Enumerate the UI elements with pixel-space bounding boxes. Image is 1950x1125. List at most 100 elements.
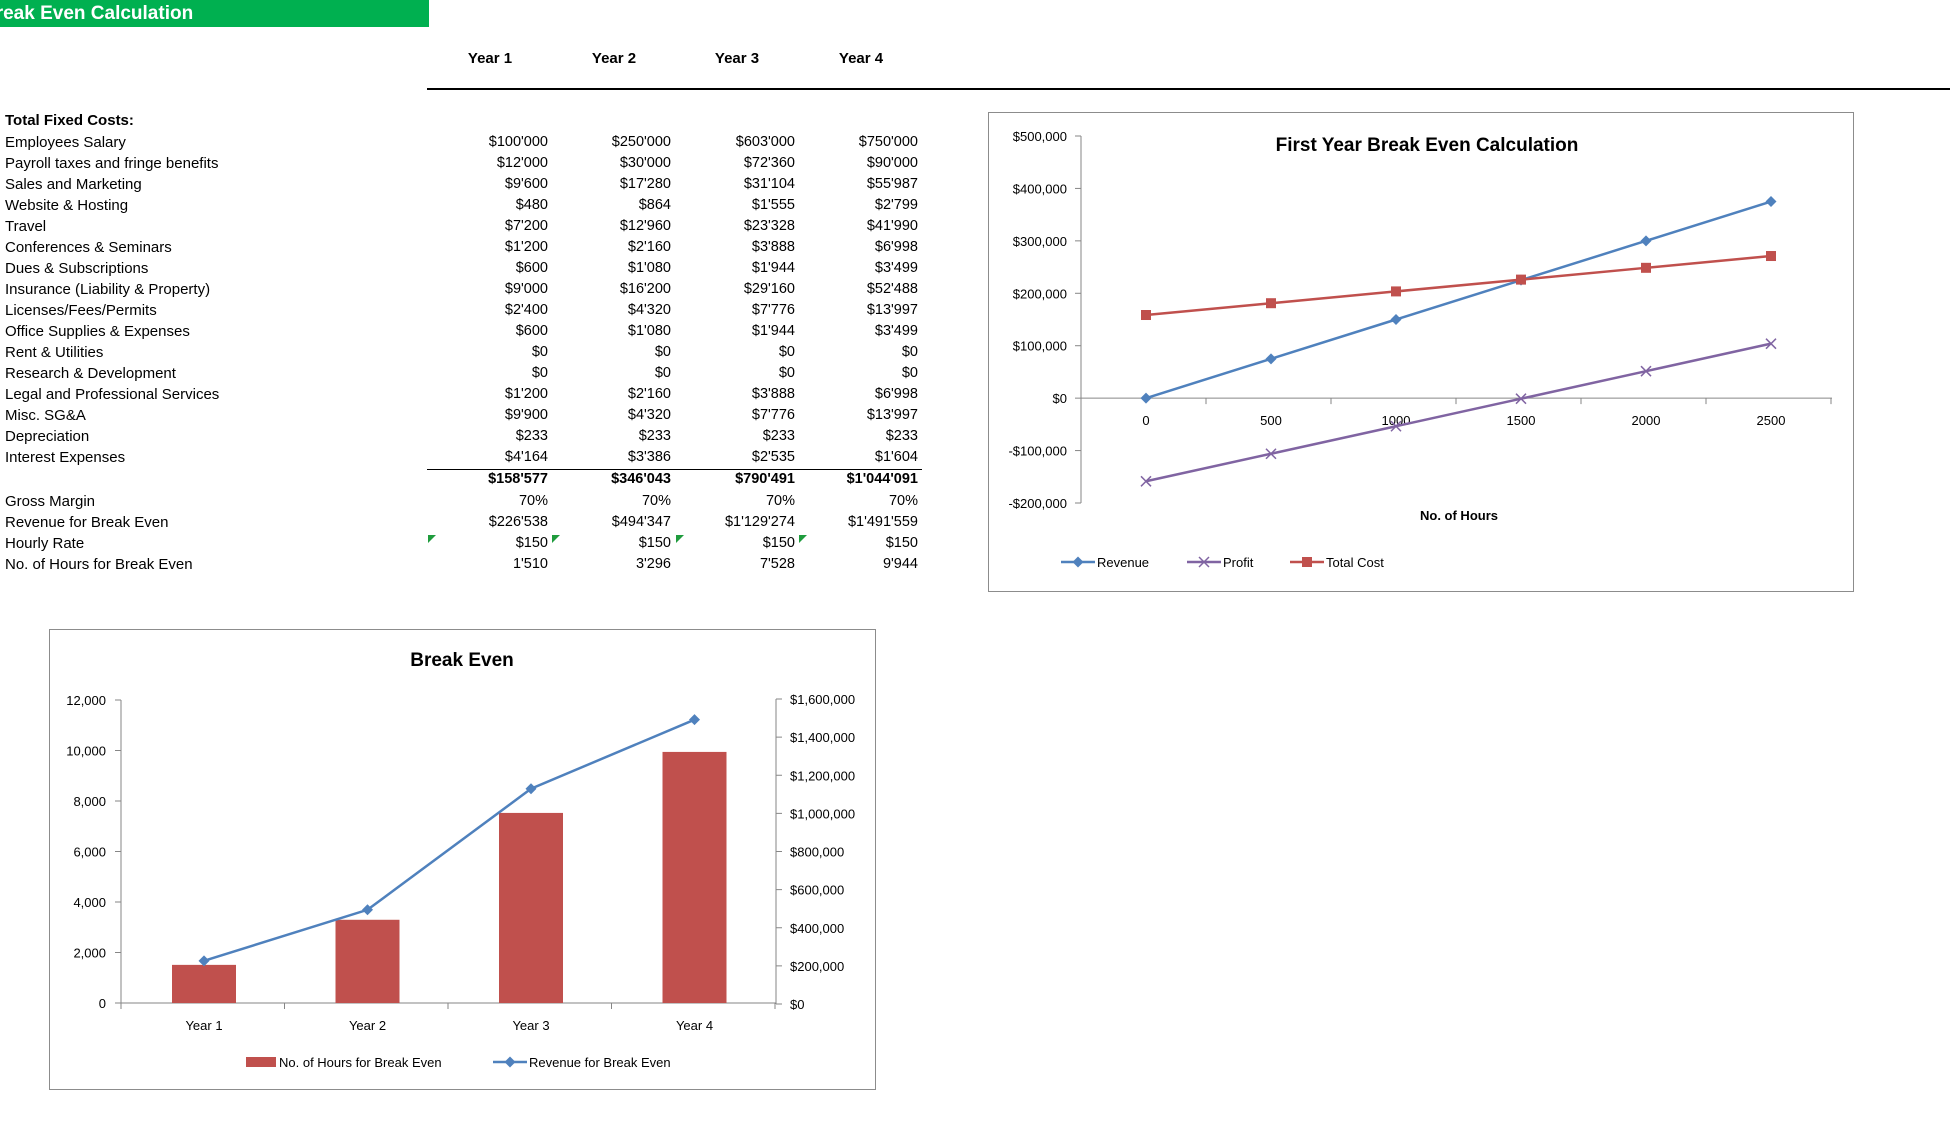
cell-value[interactable]: $41'990 — [866, 218, 918, 234]
cell-value[interactable]: 1'510 — [512, 556, 548, 572]
cell-value[interactable]: $17'280 — [619, 176, 671, 192]
cell-value[interactable]: $1'129'274 — [724, 514, 795, 530]
cell-value[interactable]: $4'164 — [504, 449, 548, 465]
cell-value[interactable]: $6'998 — [874, 239, 918, 255]
y2-tick-label: $0 — [790, 997, 804, 1012]
x-tick-label: Year 3 — [512, 1018, 549, 1033]
cell-value[interactable]: $3'499 — [874, 323, 918, 339]
row-label: Dues & Subscriptions — [5, 260, 149, 277]
cell-value[interactable]: $16'200 — [619, 281, 671, 297]
cell-value[interactable]: $1'604 — [874, 449, 918, 465]
first-year-chart[interactable]: First Year Break Even Calculation $500,00… — [988, 112, 1854, 592]
cell-value[interactable]: $250'000 — [611, 134, 671, 150]
cell-value[interactable]: $600 — [515, 323, 548, 339]
cell-value[interactable]: $4'320 — [627, 302, 671, 318]
year-header-2: Year 2 — [591, 50, 637, 67]
cell-value[interactable]: $7'200 — [504, 218, 548, 234]
break-even-chart[interactable]: Break Even 12,000 10,000 8,000 6,000 4,000 2,0… — [49, 629, 876, 1090]
cell-value[interactable]: $1'944 — [751, 323, 795, 339]
cell-value[interactable]: 70% — [518, 493, 548, 509]
y-tick-label: $400,000 — [1013, 181, 1067, 196]
cell-value[interactable]: $0 — [531, 344, 548, 360]
cell-value[interactable]: $226'538 — [488, 514, 548, 530]
cell-value[interactable]: $864 — [638, 197, 671, 213]
cell-value[interactable]: $12'960 — [619, 218, 671, 234]
cell-value[interactable]: $6'998 — [874, 386, 918, 402]
cell-value[interactable]: $3'888 — [751, 386, 795, 402]
cell-value[interactable]: $603'000 — [735, 134, 795, 150]
cell-value[interactable]: 7'528 — [759, 556, 795, 572]
cell-value[interactable]: 70% — [641, 493, 671, 509]
cell-value[interactable]: $1'044'091 — [846, 471, 918, 487]
cell-value[interactable]: $23'328 — [743, 218, 795, 234]
y2-tick-label: $1,200,000 — [790, 768, 855, 783]
cell-value[interactable]: $2'799 — [874, 197, 918, 213]
cell-value[interactable]: $52'488 — [866, 281, 918, 297]
year-header-4: Year 4 — [838, 50, 884, 67]
cell-value[interactable]: $150 — [762, 535, 795, 551]
cell-value[interactable]: $13'997 — [866, 407, 918, 423]
cell-value[interactable]: $72'360 — [743, 155, 795, 171]
cell-value[interactable]: $0 — [901, 344, 918, 360]
cell-value[interactable]: $150 — [885, 535, 918, 551]
cell-value[interactable]: $0 — [654, 365, 671, 381]
cell-value[interactable]: $0 — [778, 365, 795, 381]
cell-value[interactable]: 70% — [765, 493, 795, 509]
cell-value[interactable]: 9'944 — [882, 556, 918, 572]
cell-value[interactable]: $1'200 — [504, 386, 548, 402]
data-point — [689, 714, 700, 726]
row-label: Payroll taxes and fringe benefits — [5, 155, 219, 172]
cell-value[interactable]: $0 — [654, 344, 671, 360]
cell-value[interactable]: $1'555 — [751, 197, 795, 213]
cell-value[interactable]: $1'080 — [627, 323, 671, 339]
cell-value[interactable]: $150 — [638, 535, 671, 551]
cell-value[interactable]: $7'776 — [751, 407, 795, 423]
cell-value[interactable]: $346'043 — [611, 471, 671, 487]
cell-value[interactable]: $790'491 — [735, 471, 795, 487]
cell-value[interactable]: $29'160 — [743, 281, 795, 297]
data-point — [1516, 274, 1526, 285]
cell-value[interactable]: $233 — [638, 428, 671, 444]
cell-value[interactable]: $31'104 — [743, 176, 795, 192]
cell-value[interactable]: $600 — [515, 260, 548, 276]
cell-value[interactable]: $150 — [515, 535, 548, 551]
cell-value[interactable]: $9'000 — [504, 281, 548, 297]
cell-value[interactable]: $55'987 — [866, 176, 918, 192]
cell-value[interactable]: $2'160 — [627, 386, 671, 402]
cell-value[interactable]: $158'577 — [488, 471, 548, 487]
cell-value[interactable]: $494'347 — [611, 514, 671, 530]
cell-value[interactable]: $233 — [762, 428, 795, 444]
cell-value[interactable]: $1'944 — [751, 260, 795, 276]
cell-value[interactable]: $0 — [778, 344, 795, 360]
cell-value[interactable]: $12'000 — [496, 155, 548, 171]
row-label: Office Supplies & Expenses — [5, 323, 190, 340]
cell-value[interactable]: $233 — [515, 428, 548, 444]
cell-value[interactable]: $480 — [515, 197, 548, 213]
cell-value[interactable]: $13'997 — [866, 302, 918, 318]
cell-value[interactable]: $3'499 — [874, 260, 918, 276]
cell-value[interactable]: $750'000 — [858, 134, 918, 150]
cell-value[interactable]: 70% — [888, 493, 918, 509]
cell-value[interactable]: $0 — [901, 365, 918, 381]
cell-value[interactable]: $7'776 — [751, 302, 795, 318]
series-line-total-cost — [1145, 254, 1772, 317]
cell-value[interactable]: $1'491'559 — [847, 514, 918, 530]
cell-value[interactable]: 3'296 — [635, 556, 671, 572]
cell-value[interactable]: $233 — [885, 428, 918, 444]
cell-value[interactable]: $3'888 — [751, 239, 795, 255]
cell-value[interactable]: $1'200 — [504, 239, 548, 255]
cell-value[interactable]: $1'080 — [627, 260, 671, 276]
cell-value[interactable]: $9'600 — [504, 176, 548, 192]
cell-value[interactable]: $30'000 — [619, 155, 671, 171]
cell-value[interactable]: $2'160 — [627, 239, 671, 255]
cell-value[interactable]: $100'000 — [488, 134, 548, 150]
cell-value[interactable]: $4'320 — [627, 407, 671, 423]
x-tick-label: 2000 — [1632, 413, 1661, 428]
cell-value[interactable]: $3'386 — [627, 449, 671, 465]
cell-value[interactable]: $90'000 — [866, 155, 918, 171]
cell-value[interactable]: $2'400 — [504, 302, 548, 318]
cell-value[interactable]: $2'535 — [751, 449, 795, 465]
row-label: No. of Hours for Break Even — [5, 556, 193, 573]
cell-value[interactable]: $0 — [531, 365, 548, 381]
cell-value[interactable]: $9'900 — [504, 407, 548, 423]
